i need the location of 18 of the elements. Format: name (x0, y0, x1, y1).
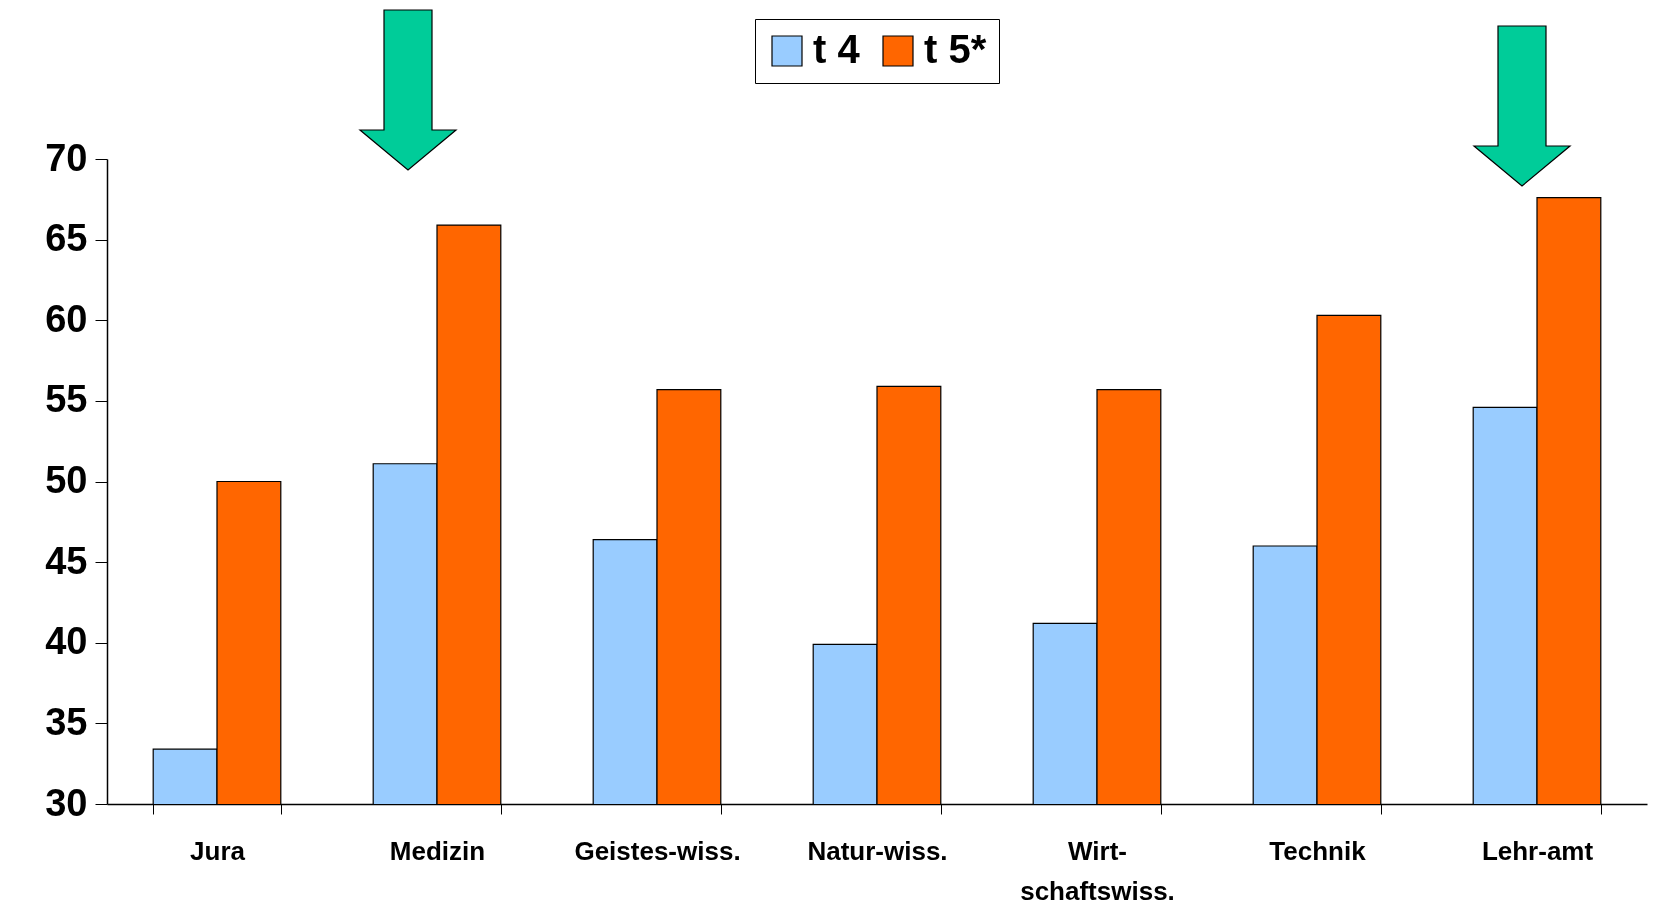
x-tick-label: Natur-wiss. (807, 835, 948, 866)
y-tick-label: 70 (45, 136, 88, 179)
x-tick-label: Lehr-amt (1481, 835, 1594, 866)
y-tick-label: 55 (45, 378, 88, 421)
legend-label: t 5* (924, 27, 987, 71)
y-tick-label: 30 (45, 781, 88, 824)
x-tick-label: Medizin (389, 835, 486, 866)
y-tick-label: 45 (45, 539, 88, 582)
y-tick-label: 50 (45, 459, 88, 501)
x-tick-label: Wirt-schaftswiss. (1020, 835, 1175, 906)
y-tick-label: 35 (45, 700, 88, 743)
y-tick-label: 60 (45, 297, 88, 340)
x-tick-label: Geistes-wiss. (574, 835, 741, 866)
legend-label: t 4 (813, 27, 861, 71)
y-tick-label: 40 (45, 620, 88, 663)
x-tick-label: Jura (190, 835, 246, 866)
x-tick-label: Technik (1269, 835, 1367, 866)
y-tick-label: 65 (45, 217, 88, 260)
